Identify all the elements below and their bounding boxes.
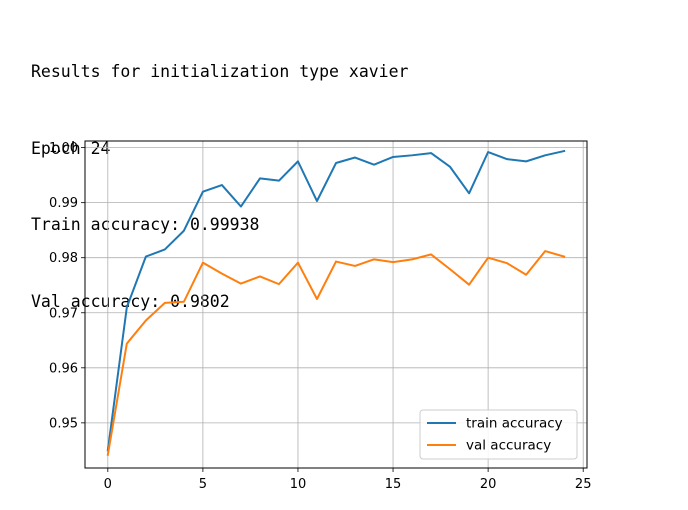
x-tick-label: 0 bbox=[104, 477, 112, 492]
legend-label-train: train accuracy bbox=[466, 416, 563, 432]
grid bbox=[85, 141, 587, 468]
results-heading: Results for initialization type xavier bbox=[31, 62, 409, 81]
y-tick-label: 0.95 bbox=[49, 416, 78, 431]
val-accuracy-line: Val accuracy: 0.9802 bbox=[31, 291, 230, 311]
legend-label-val: val accuracy bbox=[466, 438, 551, 454]
x-tick-label: 10 bbox=[290, 477, 307, 492]
plot-frame bbox=[84, 140, 588, 469]
axis-ticks: 0 5 10 15 20 25 0.95 0.96 0.97 0.98 0.99 1.00 bbox=[49, 141, 591, 492]
val-accuracy-line bbox=[106, 250, 566, 456]
x-tick-label: 15 bbox=[385, 477, 402, 492]
x-tick-label: 25 bbox=[575, 477, 592, 492]
train-accuracy-line: Train accuracy: 0.99938 bbox=[31, 215, 260, 234]
x-tick-label: 5 bbox=[199, 477, 207, 492]
x-tick-label: 20 bbox=[480, 477, 497, 492]
y-tick-label: 0.96 bbox=[49, 361, 78, 376]
legend-box bbox=[419, 409, 578, 460]
series-lines bbox=[106, 149, 566, 456]
y-tick-label: 0.97 bbox=[49, 306, 78, 321]
console-output: Results for initialization type xavier E… bbox=[31, 8, 409, 340]
legend: train accuracy val accuracy bbox=[419, 409, 578, 460]
y-tick-label: 0.99 bbox=[49, 196, 78, 211]
y-tick-label: 0.98 bbox=[49, 251, 78, 266]
y-tick-label: 1.00 bbox=[49, 141, 78, 156]
train-accuracy-line bbox=[106, 149, 566, 452]
